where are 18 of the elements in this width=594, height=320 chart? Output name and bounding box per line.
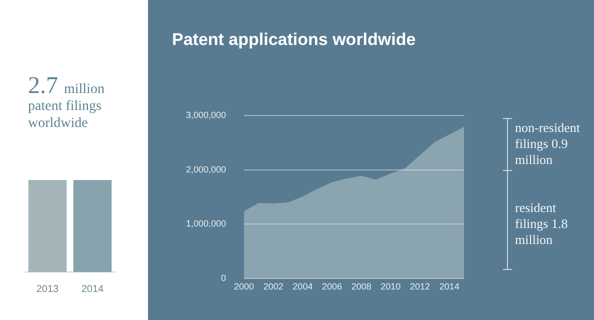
- chart-title: 2.7 million patent filings worldwide: [28, 73, 106, 132]
- x-tick-label: 2010: [380, 281, 401, 292]
- text: resident filings 1.8 million: [515, 200, 569, 248]
- y-tick-label: 2,000,000: [186, 164, 226, 174]
- x-tick-label: 2000: [234, 281, 254, 292]
- x-tick-label: 2014: [81, 284, 104, 295]
- x-tick-label: 2012: [410, 281, 430, 292]
- x-tick-label: 2006: [322, 281, 342, 292]
- x-tick-label: 2004: [292, 281, 313, 292]
- y-tick-label: 1,000,000: [186, 218, 226, 229]
- x-tick-label: 2002: [263, 281, 284, 292]
- x-tick-label: 2008: [351, 281, 372, 292]
- x-tick-label: 2014: [439, 281, 460, 292]
- chart-title: Patent applications worldwide: [172, 30, 416, 50]
- text: non-resident filings 0.9 million: [515, 120, 581, 168]
- y-tick-label: 3,000,000: [186, 110, 226, 120]
- x-tick-label: 2013: [36, 284, 60, 295]
- y-tick-label: 0: [221, 273, 226, 284]
